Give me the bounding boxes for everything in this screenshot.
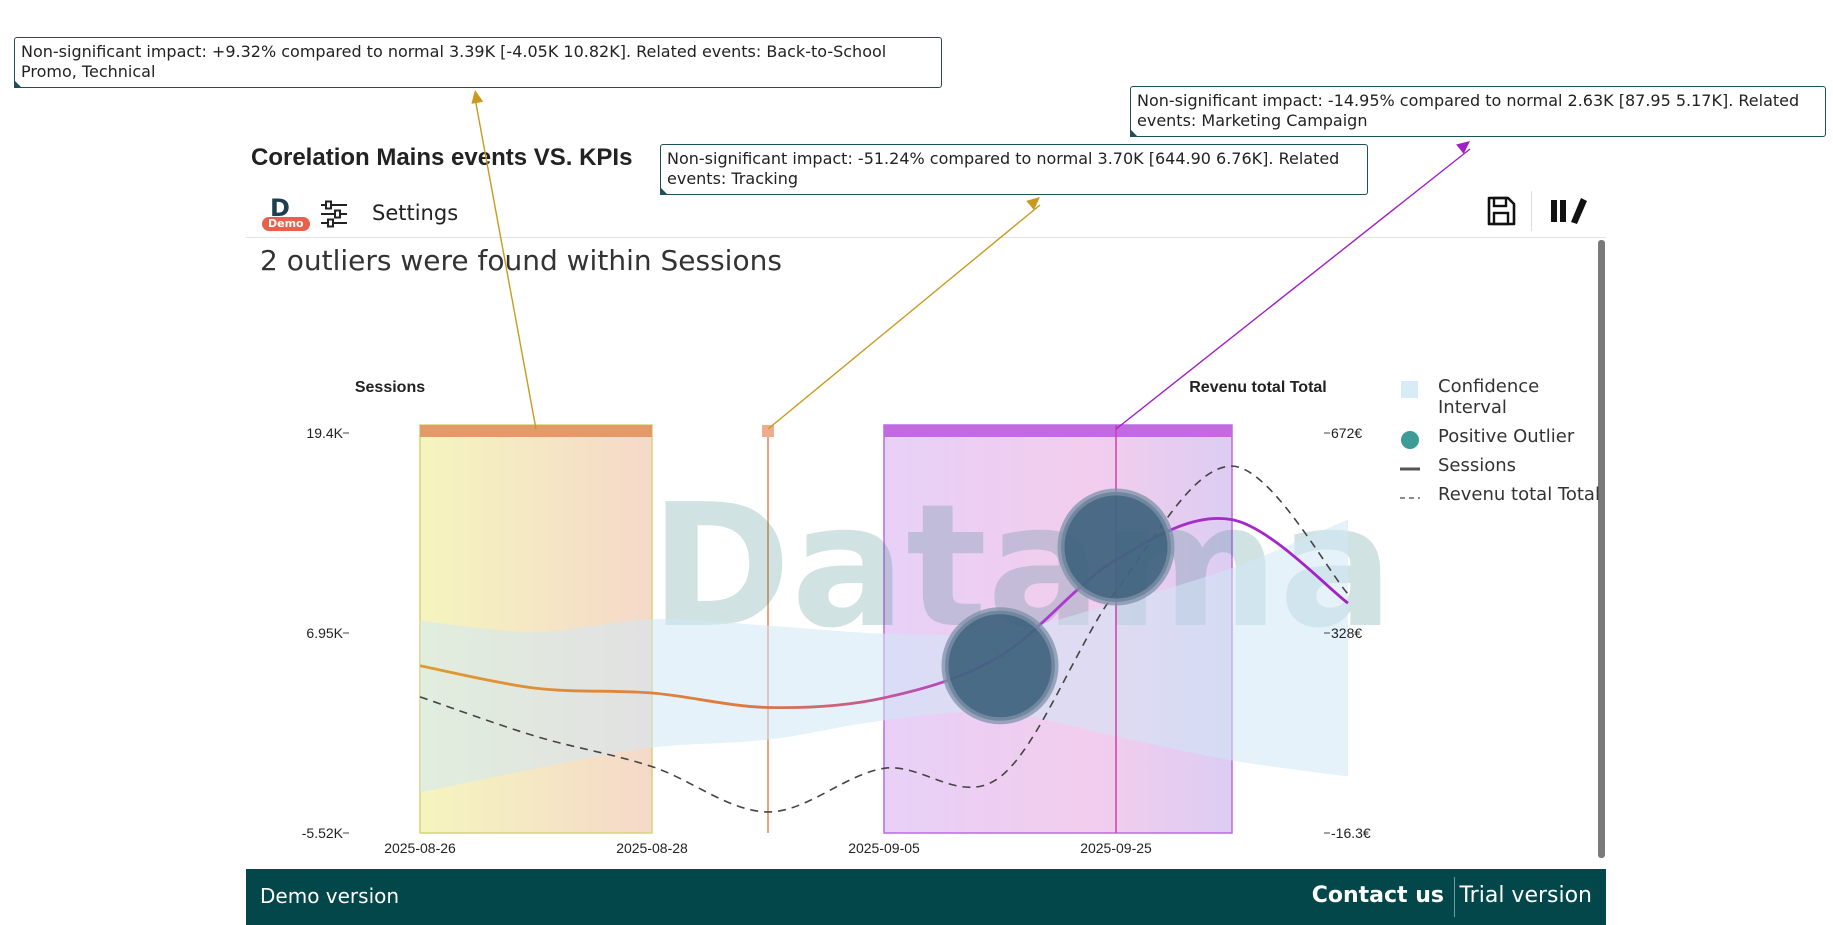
event-tooltip-1: Non-significant impact: +9.32% compared … bbox=[14, 37, 942, 88]
x-axis-tick-label: 2025-08-28 bbox=[616, 840, 688, 856]
legend-square-icon bbox=[1401, 381, 1418, 398]
demo-version-label: Demo version bbox=[260, 884, 400, 908]
left-axis-tick-label: -5.52K bbox=[302, 825, 344, 841]
legend-label: Sessions bbox=[1438, 455, 1517, 476]
floppy-disk-icon[interactable] bbox=[1484, 194, 1518, 228]
right-axis-tick-label: 672€ bbox=[1331, 425, 1362, 441]
scrollbar[interactable] bbox=[1598, 240, 1605, 858]
footer-divider bbox=[1454, 877, 1455, 917]
event-tooltip-3: Non-significant impact: -14.95% compared… bbox=[1130, 86, 1826, 137]
revenue-series-line bbox=[419, 465, 1349, 813]
chart-legend: Confidence Interval Positive Outlier Ses… bbox=[1400, 376, 1600, 513]
legend-label: Positive Outlier bbox=[1438, 426, 1575, 447]
header-divider bbox=[246, 237, 1606, 238]
tooltip-arrowhead bbox=[471, 90, 484, 104]
x-axis-tick-label: 2025-08-26 bbox=[384, 840, 456, 856]
right-axis-tick-label: 328€ bbox=[1331, 625, 1362, 641]
left-axis-tick-label: 19.4K bbox=[306, 425, 343, 441]
footer: Demo version Contact us Trial version bbox=[246, 869, 1606, 925]
legend-item-sessions[interactable]: Sessions bbox=[1400, 455, 1600, 476]
right-axis-tick-label: -16.3€ bbox=[1331, 825, 1371, 841]
right-axis-label: Revenu total Total bbox=[1189, 379, 1327, 396]
legend-item-revenue[interactable]: Revenu total Total bbox=[1400, 484, 1600, 505]
outlier-summary: 2 outliers were found within Sessions bbox=[260, 244, 782, 277]
page-title: Corelation Mains events VS. KPIs bbox=[251, 144, 633, 171]
demo-logo: D Demo bbox=[258, 194, 310, 232]
outlier-point bbox=[941, 607, 1059, 725]
x-axis-tick-label: 2025-09-05 bbox=[848, 840, 920, 856]
tooltip-connector bbox=[1115, 148, 1471, 430]
tooltip-connector bbox=[767, 204, 1041, 430]
legend-item-confidence[interactable]: Confidence Interval bbox=[1400, 376, 1600, 418]
settings-label[interactable]: Settings bbox=[372, 201, 459, 225]
legend-label: Confidence Interval bbox=[1438, 376, 1540, 418]
demo-logo-letter: D bbox=[270, 194, 290, 222]
toolbar-divider bbox=[1531, 191, 1532, 231]
tooltip-arrowhead bbox=[1026, 197, 1040, 211]
left-axis-tick-label: 6.95K bbox=[306, 625, 343, 641]
library-icon[interactable] bbox=[1549, 194, 1589, 228]
outlier-point bbox=[1057, 488, 1175, 606]
legend-dashed-line-icon bbox=[1400, 497, 1420, 499]
contact-us-link[interactable]: Contact us bbox=[1311, 883, 1444, 908]
tooltip-connector bbox=[474, 97, 537, 430]
event-band-header bbox=[884, 425, 1232, 437]
demo-badge: Demo bbox=[262, 217, 310, 231]
tooltip-arrowhead bbox=[1456, 141, 1470, 154]
event-band-header bbox=[762, 425, 774, 437]
legend-item-outlier[interactable]: Positive Outlier bbox=[1400, 426, 1600, 449]
left-axis-label: Sessions bbox=[355, 379, 425, 396]
sliders-icon[interactable] bbox=[319, 199, 349, 229]
legend-line-icon bbox=[1400, 467, 1420, 471]
trial-version-link[interactable]: Trial version bbox=[1459, 883, 1592, 908]
legend-label: Revenu total Total bbox=[1438, 484, 1600, 505]
event-tooltip-2: Non-significant impact: -51.24% compared… bbox=[660, 144, 1368, 195]
sessions-series-line bbox=[419, 517, 1349, 710]
legend-circle-icon bbox=[1401, 431, 1419, 449]
x-axis-tick-label: 2025-09-25 bbox=[1080, 840, 1152, 856]
event-band-header bbox=[420, 425, 652, 437]
